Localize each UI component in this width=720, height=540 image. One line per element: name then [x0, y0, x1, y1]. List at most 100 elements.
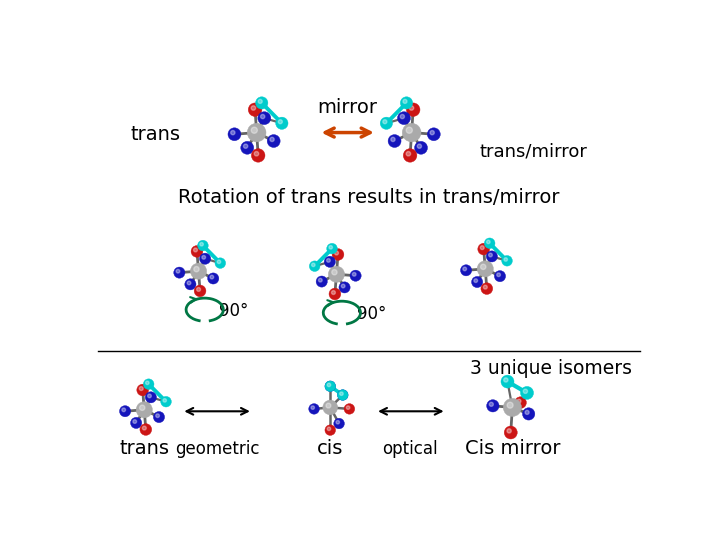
Circle shape: [251, 148, 265, 162]
Circle shape: [130, 417, 142, 428]
Circle shape: [256, 97, 268, 109]
Circle shape: [400, 114, 405, 119]
Circle shape: [326, 403, 331, 408]
Circle shape: [480, 264, 486, 269]
Circle shape: [327, 383, 330, 387]
Circle shape: [194, 285, 206, 297]
Circle shape: [254, 152, 258, 156]
Circle shape: [143, 379, 154, 389]
Circle shape: [340, 392, 343, 395]
Circle shape: [489, 253, 492, 257]
Circle shape: [478, 243, 490, 255]
Circle shape: [409, 106, 414, 110]
Circle shape: [406, 152, 410, 156]
Circle shape: [463, 267, 467, 271]
Circle shape: [332, 248, 344, 260]
Circle shape: [327, 259, 330, 262]
Circle shape: [194, 248, 197, 252]
Circle shape: [327, 244, 338, 254]
Circle shape: [477, 261, 493, 277]
Circle shape: [325, 381, 336, 392]
Text: trans/mirror: trans/mirror: [479, 142, 587, 160]
Circle shape: [240, 141, 253, 154]
Circle shape: [228, 128, 241, 141]
Circle shape: [497, 273, 500, 276]
Circle shape: [350, 270, 361, 281]
Circle shape: [153, 411, 165, 423]
Circle shape: [318, 278, 322, 282]
Circle shape: [472, 276, 482, 288]
Circle shape: [270, 137, 274, 141]
Text: 90°: 90°: [220, 302, 249, 320]
Circle shape: [474, 279, 477, 282]
Circle shape: [503, 399, 521, 416]
Text: optical: optical: [382, 441, 438, 458]
Circle shape: [316, 276, 328, 287]
Circle shape: [120, 406, 131, 417]
Circle shape: [515, 397, 526, 408]
Circle shape: [309, 403, 320, 414]
Circle shape: [243, 144, 248, 148]
Circle shape: [339, 282, 350, 293]
Text: Rotation of trans results in trans/mirror: Rotation of trans results in trans/mirro…: [179, 188, 559, 207]
Circle shape: [197, 240, 208, 251]
Circle shape: [328, 266, 345, 282]
Circle shape: [247, 123, 266, 142]
Circle shape: [430, 131, 434, 135]
Circle shape: [507, 429, 511, 433]
Circle shape: [174, 267, 185, 278]
Circle shape: [403, 148, 417, 162]
Circle shape: [334, 418, 344, 429]
Circle shape: [327, 427, 330, 430]
Circle shape: [338, 390, 348, 400]
Circle shape: [145, 392, 156, 403]
Text: trans: trans: [120, 440, 169, 458]
Circle shape: [267, 134, 280, 147]
Text: Cis mirror: Cis mirror: [464, 440, 560, 458]
Circle shape: [427, 128, 440, 141]
Circle shape: [352, 273, 356, 276]
Circle shape: [525, 410, 529, 414]
Circle shape: [517, 399, 521, 403]
Circle shape: [383, 120, 387, 124]
Circle shape: [276, 117, 288, 130]
Circle shape: [139, 387, 143, 390]
Circle shape: [346, 406, 350, 409]
Circle shape: [461, 265, 472, 276]
Circle shape: [486, 251, 498, 262]
Circle shape: [323, 400, 338, 415]
Circle shape: [332, 269, 337, 275]
Circle shape: [210, 275, 214, 279]
Circle shape: [143, 426, 146, 430]
Circle shape: [521, 387, 534, 400]
Text: 90°: 90°: [356, 305, 386, 323]
Circle shape: [483, 285, 487, 289]
Circle shape: [311, 406, 315, 409]
Circle shape: [324, 256, 336, 267]
Circle shape: [258, 112, 271, 125]
Circle shape: [327, 383, 330, 387]
Circle shape: [418, 144, 421, 148]
Circle shape: [207, 273, 219, 284]
Circle shape: [312, 263, 315, 267]
Circle shape: [335, 251, 338, 255]
Circle shape: [133, 420, 137, 423]
Circle shape: [187, 281, 191, 285]
Circle shape: [148, 394, 151, 398]
Circle shape: [504, 258, 508, 261]
Circle shape: [156, 414, 159, 417]
Circle shape: [261, 114, 265, 119]
Circle shape: [248, 103, 262, 117]
Circle shape: [140, 424, 152, 435]
Circle shape: [136, 402, 153, 418]
Circle shape: [338, 390, 348, 400]
Circle shape: [501, 375, 514, 388]
Circle shape: [406, 127, 413, 133]
Circle shape: [329, 288, 341, 300]
Circle shape: [403, 99, 407, 103]
Circle shape: [191, 246, 203, 257]
Circle shape: [325, 425, 336, 435]
Circle shape: [190, 263, 207, 279]
Circle shape: [523, 408, 535, 420]
Circle shape: [200, 242, 203, 246]
